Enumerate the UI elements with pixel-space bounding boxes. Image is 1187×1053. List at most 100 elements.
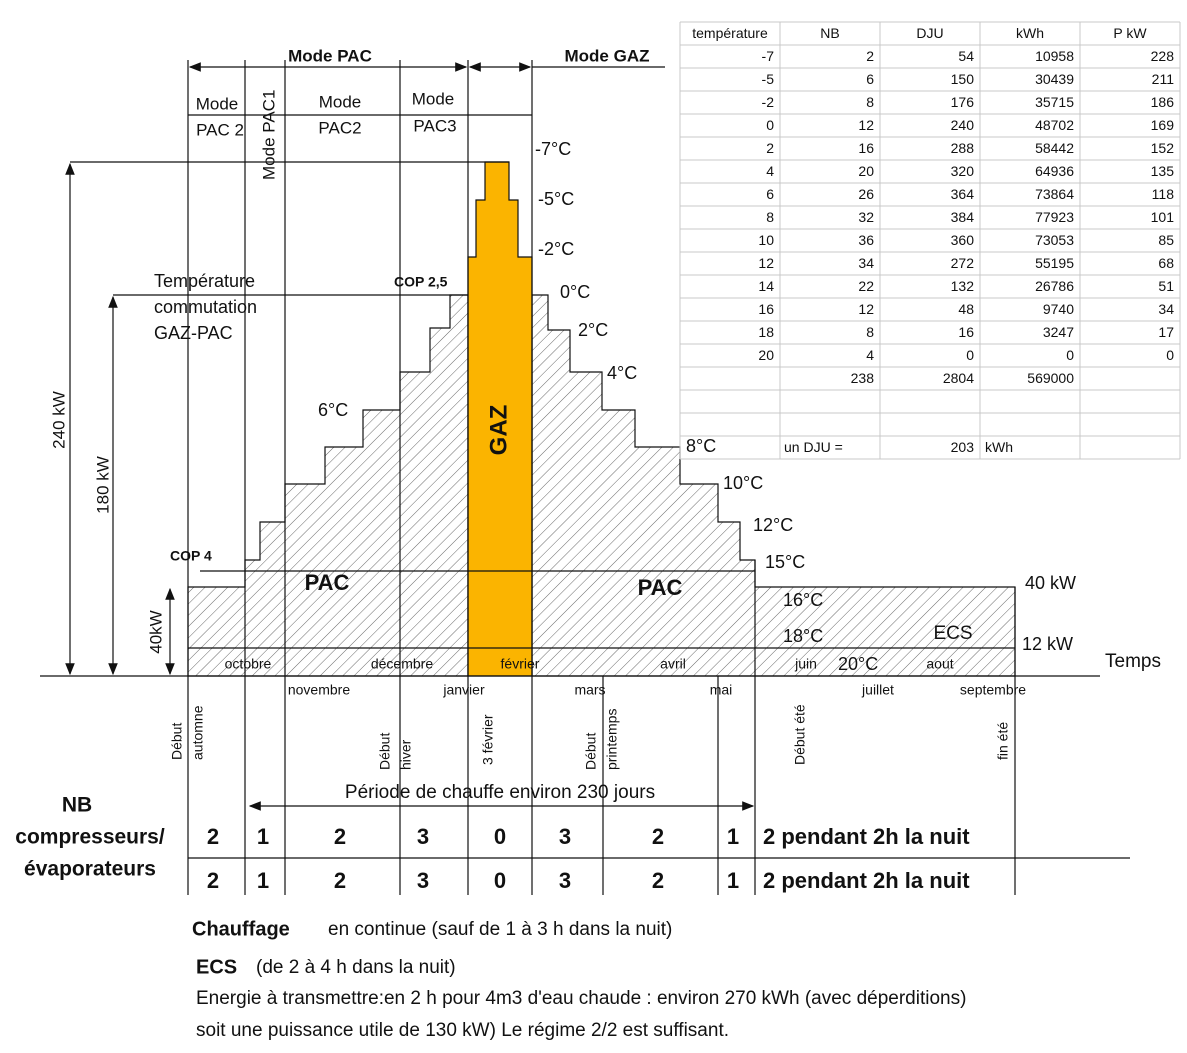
- note: soit une puissance utile de 130 kW) Le r…: [196, 1020, 729, 1041]
- mode-title: Mode PAC: [288, 46, 372, 65]
- table-cell: 8: [766, 209, 774, 225]
- table-cell: 9740: [1043, 301, 1074, 317]
- data-table: température NB DJU kWh P kW-7 2 54 10958 228-5 6 1…: [679, 21, 1181, 460]
- zone-label: PAC: [638, 575, 683, 600]
- table-cell: 54: [958, 48, 974, 64]
- event: automne: [190, 705, 206, 760]
- table-cell: 73053: [1035, 232, 1074, 248]
- note: (de 2 à 4 h dans la nuit): [256, 957, 456, 978]
- month: aout: [926, 656, 953, 672]
- table-cell: NB: [820, 25, 839, 41]
- table-cell: 186: [1151, 94, 1175, 110]
- temperature-label: 20°C: [838, 654, 878, 674]
- table-cell: 132: [951, 278, 975, 294]
- table-cell: P kW: [1113, 25, 1147, 41]
- table-cell: 48702: [1035, 117, 1074, 133]
- compressor-count: 3: [559, 868, 571, 893]
- table-cell: 34: [858, 255, 874, 271]
- table-cell: 238: [851, 370, 875, 386]
- table-cell: 58442: [1035, 140, 1074, 156]
- compressor-count: 3: [559, 824, 571, 849]
- mode: PAC2: [318, 118, 361, 137]
- month: décembre: [371, 656, 433, 672]
- temperature-label: 10°C: [723, 473, 763, 493]
- temperature-label: 18°C: [783, 626, 823, 646]
- compressor-count: 2: [652, 868, 664, 893]
- table-cell: -7: [762, 48, 775, 64]
- note: commutation: [154, 297, 257, 317]
- compressor-count: 2: [207, 824, 219, 849]
- compressor-count: 1: [257, 868, 269, 893]
- table-cell: 64936: [1035, 163, 1074, 179]
- row-label: NB: [62, 794, 92, 817]
- table-cell: 203: [951, 439, 975, 455]
- table-cell: 211: [1152, 71, 1175, 87]
- table-cell: 35715: [1035, 94, 1074, 110]
- table-cell: 34: [1158, 301, 1174, 317]
- temperature-label: -2°C: [538, 239, 574, 259]
- table-cell: 36: [858, 232, 874, 248]
- month: octobre: [225, 656, 272, 672]
- event: fin été: [995, 722, 1011, 760]
- table-cell: 10958: [1035, 48, 1074, 64]
- compressor-count: 3: [417, 868, 429, 893]
- month: novembre: [288, 682, 350, 698]
- event: hiver: [398, 739, 414, 770]
- table-cell: 228: [1151, 48, 1175, 64]
- table-cell: 4: [866, 347, 874, 363]
- note-title: ECS: [196, 956, 237, 978]
- month: avril: [660, 656, 686, 672]
- table-cell: -5: [762, 71, 775, 87]
- axis-label: Temps: [1105, 651, 1161, 672]
- note: Température: [154, 271, 255, 291]
- table-cell: 0: [1166, 347, 1174, 363]
- temperature-label: 6°C: [318, 400, 348, 420]
- mode: Mode: [196, 94, 239, 113]
- compressor-count: 2: [334, 868, 346, 893]
- table-cell: 17: [1158, 324, 1174, 340]
- compressor-count: 0: [494, 868, 506, 893]
- compressor-count: 2: [207, 868, 219, 893]
- note: Energie à transmettre:en 2 h pour 4m3 d'…: [196, 988, 966, 1009]
- mode: Mode PAC1: [259, 90, 278, 180]
- month: janvier: [442, 682, 485, 698]
- table-cell: 20: [858, 163, 874, 179]
- table-cell: 150: [951, 71, 975, 87]
- month: mai: [710, 682, 733, 698]
- table-cell: un DJU =: [784, 439, 843, 455]
- table-cell: 2804: [943, 370, 974, 386]
- table-cell: 16: [758, 301, 774, 317]
- temperature-label: 0°C: [560, 282, 590, 302]
- period: Période de chauffe environ 230 jours: [345, 782, 655, 803]
- table-cell: 360: [951, 232, 975, 248]
- table-cell: 101: [1151, 209, 1175, 225]
- note: en continue (sauf de 1 à 3 h dans la nui…: [328, 919, 672, 940]
- table-cell: 32: [858, 209, 874, 225]
- table-cell: 2: [866, 48, 874, 64]
- table-cell: 152: [1151, 140, 1175, 156]
- temperature-label: 12°C: [753, 515, 793, 535]
- table-cell: 2: [766, 140, 774, 156]
- note-title: Chauffage: [192, 918, 290, 940]
- table-cell: 10: [758, 232, 774, 248]
- compressor-count: 1: [727, 824, 739, 849]
- compressor-count: 2 pendant 2h la nuit: [763, 868, 970, 893]
- table-cell: 569000: [1027, 370, 1074, 386]
- table-cell: 85: [1158, 232, 1174, 248]
- table-cell: kWh: [985, 439, 1013, 455]
- table-cell: 68: [1158, 255, 1174, 271]
- profile: [187, 161, 1016, 677]
- mode-title: Mode GAZ: [565, 46, 650, 65]
- month: juin: [794, 656, 817, 672]
- month: septembre: [960, 682, 1026, 698]
- compressor-count: 2: [334, 824, 346, 849]
- power-label: 240 kW: [49, 391, 68, 449]
- table-cell: 0: [1066, 347, 1074, 363]
- table-cell: 135: [1151, 163, 1175, 179]
- mode: PAC 2: [196, 120, 244, 139]
- table-cell: 320: [951, 163, 975, 179]
- table-cell: 0: [766, 117, 774, 133]
- month: juillet: [861, 682, 894, 698]
- table-cell: 12: [758, 255, 774, 271]
